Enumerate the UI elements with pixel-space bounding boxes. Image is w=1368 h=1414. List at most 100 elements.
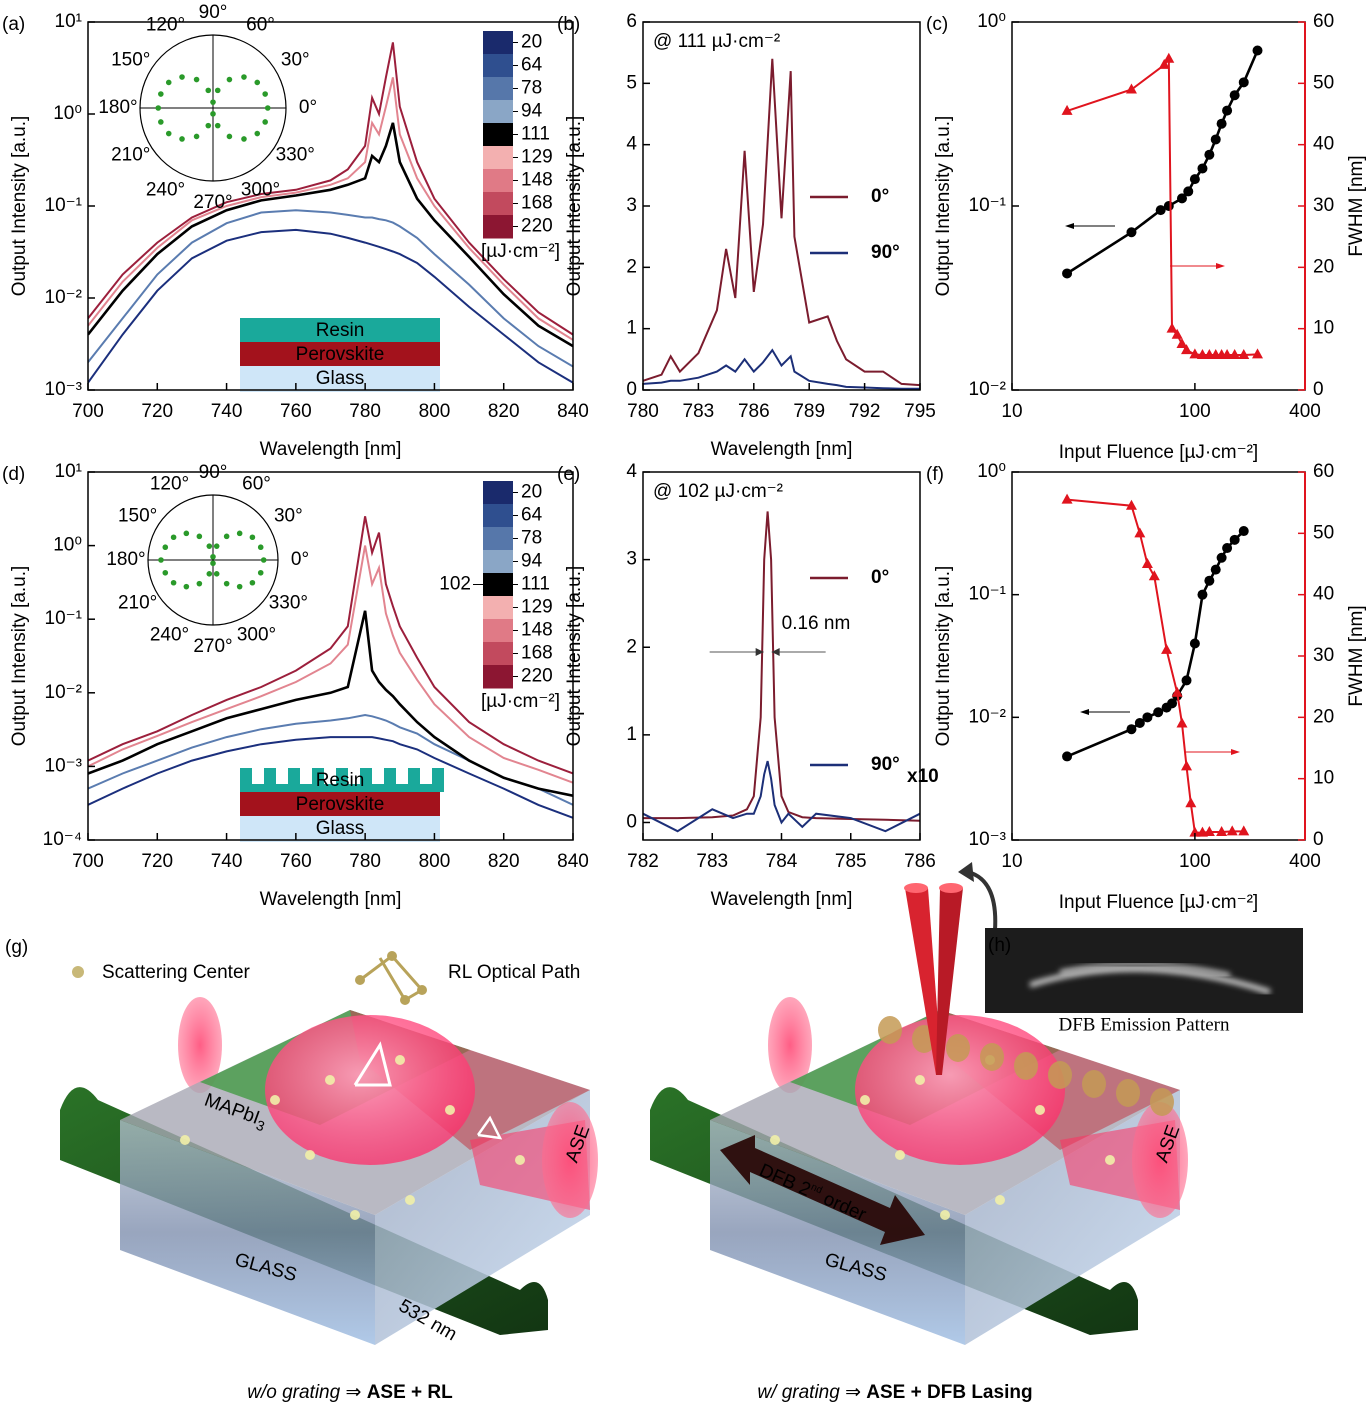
colorbar-segment [483,665,513,689]
grating-ridge [1116,1079,1140,1107]
x-tick-label: 783 [696,851,728,872]
marker [1229,349,1241,360]
colorbar-label: 20 [521,32,542,53]
caption: w/ grating ⇒ ASE + DFB Lasing [757,1382,1032,1403]
marker [1161,643,1173,654]
marker [1167,698,1178,709]
polar-point [226,133,233,140]
y2-axis-title: FWHM [nm] [1346,605,1367,706]
polar-angle-label: 330° [276,145,315,166]
dfb-label-sup: nd [809,1182,824,1197]
x-tick-label: 840 [557,401,589,422]
marker [1210,564,1221,575]
marker [1221,349,1233,360]
polar-point [210,553,216,560]
marker [1166,322,1178,333]
x-tick-label: 700 [72,401,104,422]
marker [1155,205,1166,216]
polar-point [170,579,177,586]
y2-tick-label: 20 [1313,706,1334,727]
emission-arc [1059,962,1231,977]
laser-beam-top [939,883,963,893]
scattering-center [395,1055,405,1065]
colorbar-unit: [µJ·cm⁻²] [481,241,560,262]
ase-cone [768,997,812,1093]
polar-point [158,91,164,97]
x-axis-title: Input Fluence [µJ·cm⁻²] [1059,442,1258,463]
y-tick-label: 10⁻³ [45,755,83,776]
y-tick-label: 10⁰ [53,535,82,556]
marker [1062,751,1073,762]
scattering-center [1035,1105,1045,1115]
y-axis-title: Output Intensity [a.u.] [564,566,585,747]
scattering-center [270,1095,280,1105]
y-tick-label: 3 [626,195,637,216]
marker [1125,83,1137,94]
polar-point [262,119,268,125]
x-tick-label: 785 [835,851,867,872]
x-tick-label: 792 [849,401,881,422]
polar-point [213,543,220,549]
stack-layer [240,318,440,342]
x-tick-label: 760 [280,851,312,872]
y-tick-label: 0 [626,811,637,832]
x-tick-label: 740 [211,401,243,422]
x-tick-label: 720 [141,401,173,422]
annotation: @ 102 µJ·cm⁻² [653,481,783,502]
series-line [88,713,573,806]
y2-tick-label: 40 [1313,584,1334,605]
marker [1176,717,1188,728]
colorbar-label: 94 [521,101,543,122]
colorbar-segment [483,192,513,216]
y2-tick-label: 60 [1313,11,1334,32]
colorbar-label: 64 [521,55,543,76]
rl-path [353,1041,392,1087]
x-tick-label: 10 [1001,401,1022,422]
stack-layer [240,816,440,842]
x-tick-label: 760 [280,401,312,422]
series-line [643,348,920,390]
polar-point [254,79,261,86]
scattering-center [895,1150,905,1160]
marker [1216,118,1227,129]
illustration: (g) Scattering Center RL Optical Path GLASS… [5,862,1303,1403]
y-tick-label: 10⁻⁴ [43,829,82,850]
caption-condition: w/o grating [247,1382,340,1403]
colorbar-segment [483,215,513,239]
stack-label: Resin [316,320,365,341]
y2-tick-label: 20 [1313,256,1334,277]
polar-angle-label: 240° [150,624,189,645]
y2-axis-title: FWHM [nm] [1346,155,1367,256]
laser-beam [905,888,942,1075]
y-tick-label: 10⁻¹ [969,584,1007,605]
polar-point [206,571,213,577]
y-tick-label: 2 [626,636,637,657]
x-axis-title: Wavelength [nm] [260,889,402,910]
colorbar-segment [483,123,513,147]
colorbar-segment [483,619,513,643]
polar-point [226,76,233,83]
optical-path-node [387,951,397,961]
scattering-center [445,1105,455,1115]
polar-point [210,99,216,105]
marker [1238,349,1250,360]
axis-arrow-head [1080,709,1089,715]
marker [1229,90,1240,101]
polar-angle-label: 90° [199,462,228,483]
emission-arc [1029,966,1271,995]
x-tick-label: 780 [349,851,381,872]
polar-point [223,580,230,587]
gain-dome [855,1015,1065,1165]
marker [1226,825,1238,836]
marker [1204,149,1215,160]
y-axis-title: Output Intensity [a.u.] [9,566,30,747]
laser-beam [936,888,963,1075]
y-tick-label: 10⁻² [45,682,83,703]
colorbar-label: 168 [521,193,553,214]
marker [1141,558,1153,568]
polar-point [158,119,164,125]
y-tick-label: 10⁻³ [45,379,83,400]
x-tick-label: 795 [904,401,936,422]
polar-angle-label: 330° [269,593,308,614]
polar-angle-label: 300° [241,179,280,200]
